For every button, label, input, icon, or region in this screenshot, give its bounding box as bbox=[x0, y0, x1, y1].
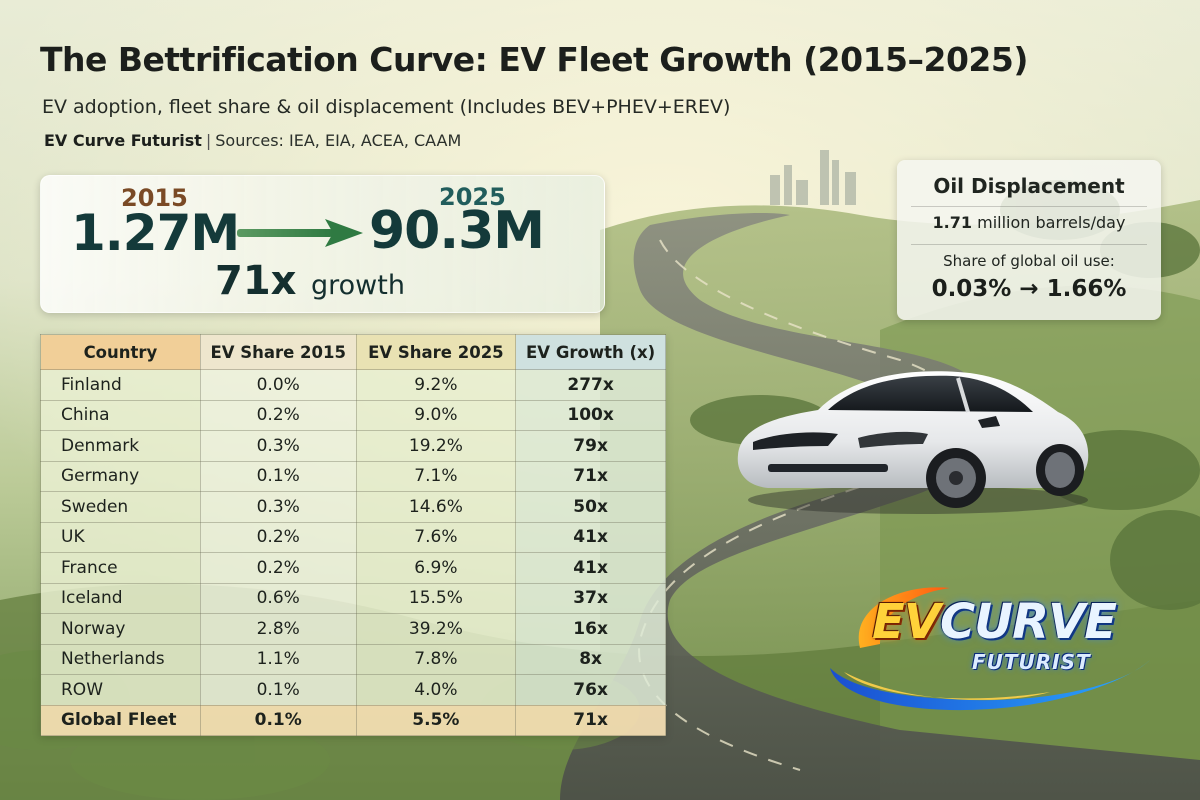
cell-country: Germany bbox=[40, 460, 201, 492]
cell-country: Norway bbox=[40, 613, 201, 645]
table-row: ROW 0.1% 4.0% 76x bbox=[40, 674, 666, 706]
cell-growth: 277x bbox=[515, 369, 666, 401]
sources-line: EV Curve Futurist | Sources: IEA, EIA, ACE… bbox=[44, 131, 461, 150]
cell-growth: 16x bbox=[515, 613, 666, 645]
cell-growth: 79x bbox=[515, 430, 666, 462]
cell-country: Netherlands bbox=[40, 643, 201, 675]
growth-multiple: 71x bbox=[215, 258, 297, 304]
oil-rate-unit: million barrels/day bbox=[977, 213, 1126, 232]
separator: | bbox=[205, 131, 212, 150]
cell-country: Iceland bbox=[40, 582, 201, 614]
cell-share-2025: 4.0% bbox=[355, 674, 517, 706]
cell-share-2015: 0.1% bbox=[199, 704, 357, 736]
table-row: Denmark 0.3% 19.2% 79x bbox=[40, 430, 666, 462]
cell-share-2025: 6.9% bbox=[355, 552, 517, 584]
cell-growth: 37x bbox=[515, 582, 666, 614]
cell-share-2025: 7.1% bbox=[355, 460, 517, 492]
logo-swoosh bbox=[830, 587, 1150, 711]
oil-share-label: Share of global oil use: bbox=[943, 252, 1115, 270]
oil-rate: 1.71 million barrels/day bbox=[897, 213, 1161, 232]
cell-share-2015: 0.2% bbox=[199, 521, 357, 553]
cell-share-2025: 14.6% bbox=[355, 491, 517, 523]
table-row: Netherlands 1.1% 7.8% 8x bbox=[40, 643, 666, 675]
oil-card-title: Oil Displacement bbox=[933, 174, 1125, 198]
sources-text: Sources: IEA, EIA, ACEA, CAAM bbox=[215, 131, 462, 150]
cell-country: Global Fleet bbox=[40, 704, 201, 736]
cell-share-2025: 7.8% bbox=[355, 643, 517, 675]
cell-share-2015: 0.1% bbox=[199, 674, 357, 706]
cell-share-2025: 15.5% bbox=[355, 582, 517, 614]
cell-share-2015: 0.0% bbox=[199, 369, 357, 401]
cell-share-2025: 9.2% bbox=[355, 369, 517, 401]
author-name: EV Curve Futurist bbox=[44, 131, 202, 150]
cell-country: Finland bbox=[40, 369, 201, 401]
cell-share-2015: 0.6% bbox=[199, 582, 357, 614]
logo-futurist: FUTURIST bbox=[972, 650, 1091, 674]
car-illustration bbox=[737, 371, 1089, 514]
start-year: 2015 bbox=[121, 184, 188, 212]
cell-growth: 76x bbox=[515, 674, 666, 706]
header-share-2025: EV Share 2025 bbox=[355, 334, 517, 370]
cell-country: ROW bbox=[40, 674, 201, 706]
header-country: Country bbox=[40, 334, 201, 370]
logo-ev: EV bbox=[872, 594, 941, 650]
cell-share-2015: 0.3% bbox=[199, 491, 357, 523]
cell-growth: 41x bbox=[515, 552, 666, 584]
header-share-2015: EV Share 2015 bbox=[199, 334, 357, 370]
cell-share-2015: 0.2% bbox=[199, 399, 357, 431]
logo-wordmark: EVCURVE bbox=[872, 594, 1117, 650]
cell-share-2015: 2.8% bbox=[199, 613, 357, 645]
ev-share-table: Country EV Share 2015 EV Share 2025 EV G… bbox=[40, 334, 666, 736]
logo-curve: CURVE bbox=[939, 594, 1117, 650]
header-growth: EV Growth (x) bbox=[515, 334, 666, 370]
cell-share-2025: 9.0% bbox=[355, 399, 517, 431]
oil-rate-value: 1.71 bbox=[932, 213, 973, 232]
table-row: UK 0.2% 7.6% 41x bbox=[40, 521, 666, 553]
cell-share-2015: 0.3% bbox=[199, 430, 357, 462]
arrow-right-icon bbox=[237, 219, 363, 247]
fleet-growth-card: 2015 1.27M 2025 90.3M 71x growth bbox=[40, 175, 605, 313]
cell-share-2025: 7.6% bbox=[355, 521, 517, 553]
growth-label: growth bbox=[311, 270, 405, 301]
ev-curve-futurist-logo: EVCURVE FUTURIST bbox=[820, 578, 1160, 728]
cell-growth: 71x bbox=[515, 704, 666, 736]
table-row: Iceland 0.6% 15.5% 37x bbox=[40, 582, 666, 614]
cell-share-2025: 39.2% bbox=[355, 613, 517, 645]
cell-share-2015: 0.2% bbox=[199, 552, 357, 584]
cell-country: China bbox=[40, 399, 201, 431]
start-fleet-value: 1.27M bbox=[71, 204, 240, 262]
divider bbox=[911, 206, 1147, 207]
cell-share-2015: 0.1% bbox=[199, 460, 357, 492]
cell-share-2025: 19.2% bbox=[355, 430, 517, 462]
table-row: Germany 0.1% 7.1% 71x bbox=[40, 460, 666, 492]
table-row: Sweden 0.3% 14.6% 50x bbox=[40, 491, 666, 523]
cell-growth: 8x bbox=[515, 643, 666, 675]
end-year: 2025 bbox=[439, 183, 506, 211]
cell-growth: 100x bbox=[515, 399, 666, 431]
cell-country: UK bbox=[40, 521, 201, 553]
cell-share-2025: 5.5% bbox=[355, 704, 517, 736]
oil-displacement-card: Oil Displacement 1.71 million barrels/da… bbox=[897, 160, 1161, 320]
cell-growth: 50x bbox=[515, 491, 666, 523]
table-row: Finland 0.0% 9.2% 277x bbox=[40, 369, 666, 401]
oil-share-change: 0.03% → 1.66% bbox=[931, 276, 1127, 302]
page-subtitle: EV adoption, fleet share & oil displacem… bbox=[42, 96, 731, 118]
cell-country: Denmark bbox=[40, 430, 201, 462]
table-header-row: Country EV Share 2015 EV Share 2025 EV G… bbox=[40, 334, 666, 370]
table-row: France 0.2% 6.9% 41x bbox=[40, 552, 666, 584]
divider bbox=[911, 244, 1147, 245]
cell-share-2015: 1.1% bbox=[199, 643, 357, 675]
cell-growth: 71x bbox=[515, 460, 666, 492]
cell-growth: 41x bbox=[515, 521, 666, 553]
end-fleet-value: 90.3M bbox=[369, 201, 545, 261]
cell-country: France bbox=[40, 552, 201, 584]
cell-country: Sweden bbox=[40, 491, 201, 523]
table-row: Norway 2.8% 39.2% 16x bbox=[40, 613, 666, 645]
table-total-row: Global Fleet 0.1% 5.5% 71x bbox=[40, 704, 666, 736]
table-row: China 0.2% 9.0% 100x bbox=[40, 399, 666, 431]
page-title: The Bettrification Curve: EV Fleet Growt… bbox=[40, 40, 1028, 79]
